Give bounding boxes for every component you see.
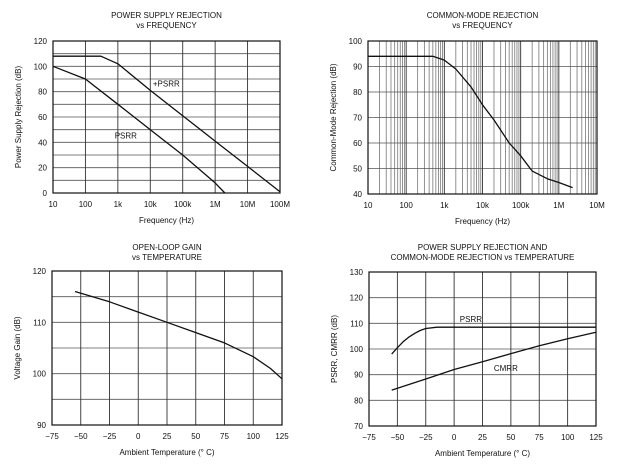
y-tick-label: 50 [353,165,362,174]
y-tick-label: 110 [350,319,363,328]
x-tick-label: 1M [553,201,564,210]
plot-frame [367,40,598,195]
y-axis-label: Power Supply Rejection (dB) [14,66,23,169]
y-tick-label: 120 [350,294,364,303]
y-tick-label: 60 [38,113,47,122]
chart-title: OPEN-LOOP GAIN [132,243,201,252]
series-annotation: PSRR [115,132,137,141]
x-tick-label: 10k [144,200,158,209]
x-tick-label: 10M [589,201,605,210]
plot-frame [368,271,597,427]
y-tick-label: 60 [353,139,362,148]
x-axis-label: Frequency (Hz) [455,217,510,226]
x-tick-label: 10M [240,200,256,209]
chart-title: COMMON-MODE REJECTION [427,11,539,20]
y-tick-label: 0 [43,189,48,198]
x-tick-label: −75 [362,433,376,442]
y-tick-label: 70 [353,114,362,123]
x-tick-label: 100k [512,201,530,210]
y-tick-label: 120 [33,267,47,276]
y-tick-label: 40 [353,190,362,199]
x-tick-label: 1k [440,201,449,210]
x-tick-label: 100 [79,200,93,209]
y-axis-label: Common-Mode Rejection (dB) [329,63,338,171]
y-tick-label: 90 [353,63,362,72]
x-tick-label: 100 [247,432,261,441]
chart-title: POWER SUPPLY REJECTION AND [418,243,548,252]
x-tick-label: 0 [136,432,141,441]
y-tick-label: 120 [34,37,48,46]
y-axis-label: Voltage Gain (dB) [13,316,22,379]
x-tick-label: −50 [391,433,405,442]
chart-title: vs FREQUENCY [136,21,197,30]
chart-title: vs FREQUENCY [452,21,513,30]
x-tick-label: −25 [103,432,117,441]
series-line-voltagegain [74,290,283,380]
chart-title: POWER SUPPLY REJECTION [111,11,222,20]
y-tick-label: 20 [38,164,47,173]
x-tick-label: −50 [74,432,88,441]
x-tick-label: 50 [506,433,515,442]
chart-title: COMMON-MODE REJECTION vs TEMPERATURE [391,253,575,262]
y-tick-label: 80 [354,396,363,405]
y-tick-label: 130 [350,268,364,277]
y-tick-label: 110 [33,318,46,327]
x-tick-label: 100k [174,200,192,209]
x-tick-label: 100 [561,433,575,442]
series-line-cmrr [391,331,597,391]
series-line-psrr [53,55,281,193]
y-tick-label: 80 [38,88,47,97]
x-tick-label: 1k [114,200,123,209]
x-tick-label: 75 [535,433,544,442]
x-axis-label: Ambient Temperature (° C) [435,449,530,458]
x-tick-label: 0 [452,433,457,442]
plot-frame [52,40,281,194]
series-annotation: CMRR [494,364,518,373]
x-tick-label: 50 [191,432,200,441]
x-tick-label: 25 [163,432,172,441]
y-tick-label: 100 [350,345,364,354]
x-tick-label: 1M [210,200,221,209]
x-axis-label: Frequency (Hz) [139,216,194,225]
series-annotation: +PSRR [153,80,180,89]
y-tick-label: 90 [354,371,363,380]
y-tick-label: 100 [349,37,363,46]
y-tick-label: 40 [38,138,47,147]
x-tick-label: 10 [49,200,58,209]
x-tick-label: 100 [399,201,413,210]
y-tick-label: 90 [37,421,46,430]
series-line-cmrr [368,55,573,189]
series-annotation: PSRR [460,315,482,324]
y-tick-label: 80 [353,88,362,97]
plot-frame [51,270,283,426]
x-tick-label: 125 [589,433,603,442]
x-tick-label: 75 [220,432,229,441]
series-line-psrr [391,326,596,355]
y-tick-label: 70 [354,422,363,431]
x-tick-label: 10 [364,201,373,210]
y-axis-label: PSRR, CMRR (dB) [330,315,339,383]
x-tick-label: 10k [476,201,490,210]
y-tick-label: 100 [33,370,47,379]
chart-title: vs TEMPERATURE [132,253,202,262]
x-tick-label: 125 [275,432,289,441]
x-tick-label: −75 [45,432,59,441]
x-axis-label: Ambient Temperature (° C) [119,448,214,457]
y-tick-label: 100 [34,62,48,71]
x-tick-label: −25 [419,433,433,442]
x-tick-label: 25 [478,433,487,442]
series-line-psrr [52,65,226,194]
x-tick-label: 100M [270,200,290,209]
